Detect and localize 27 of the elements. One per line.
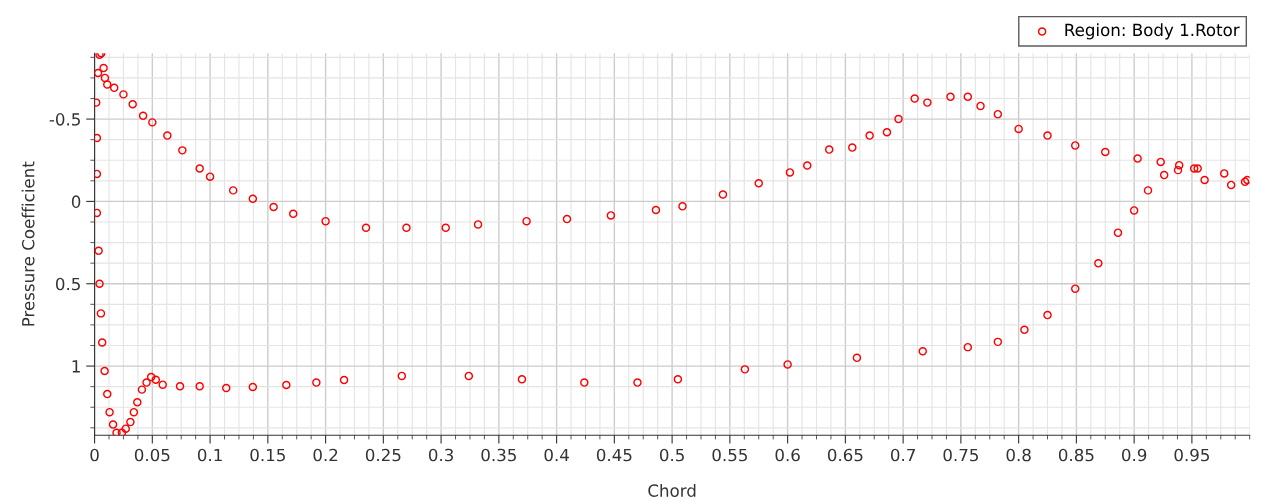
x-tick-label: 0.85 [1058, 448, 1094, 462]
x-tick-label: 0.65 [827, 448, 863, 462]
y-tick-label: 1 [72, 360, 80, 373]
x-tick-label: 0.1 [197, 448, 222, 462]
x-tick-label: 0.7 [890, 448, 915, 462]
y-tick-label: -0.5 [49, 113, 80, 126]
x-tick-label: 0.9 [1121, 448, 1147, 462]
x-tick-label: 0.8 [1006, 448, 1031, 462]
x-tick-label: 0 [90, 448, 99, 462]
x-tick-label: 0.25 [365, 448, 401, 462]
x-tick-label: 0.45 [596, 448, 632, 462]
x-tick-label: 0.15 [250, 448, 285, 462]
x-tick-label: 0.55 [712, 448, 747, 462]
x-tick-label: 0.5 [659, 448, 684, 462]
x-tick-label: 0.95 [1174, 448, 1209, 462]
x-tick-label: 0.35 [481, 448, 516, 462]
legend-label: Region: Body 1.Rotor [1065, 23, 1240, 40]
x-tick-label: 0.75 [943, 448, 978, 462]
y-tick-label: 0.5 [55, 277, 80, 291]
x-axis-title: Chord [648, 484, 696, 497]
y-axis-title: Pressure Coefficient [21, 161, 35, 326]
x-tick-label: 0.4 [544, 448, 569, 462]
x-tick-label: 0.6 [775, 448, 800, 462]
x-tick-label: 0.2 [313, 448, 338, 462]
x-tick-label: 0.05 [134, 448, 170, 462]
x-tick-label: 0.3 [428, 448, 454, 462]
y-tick-label: 0 [71, 195, 81, 208]
